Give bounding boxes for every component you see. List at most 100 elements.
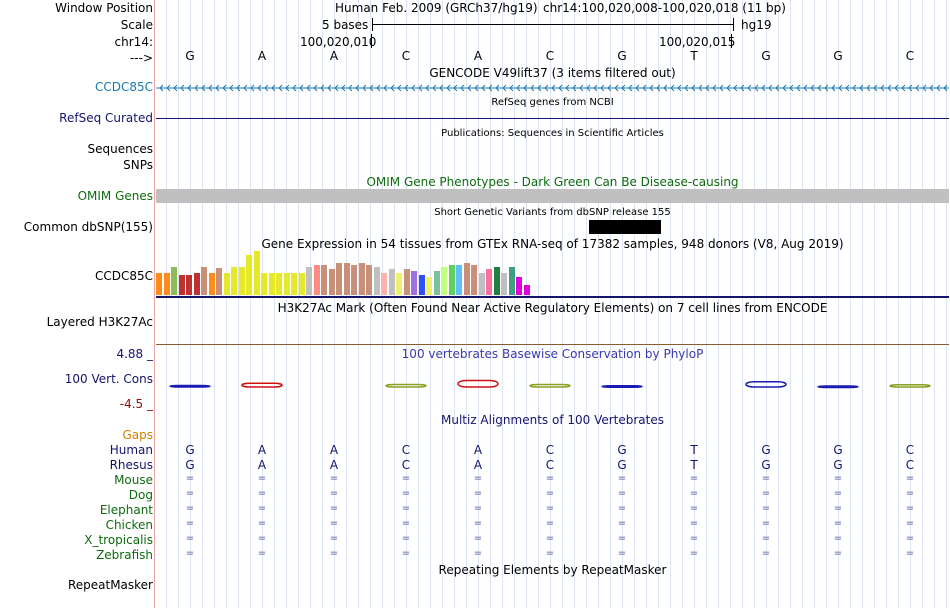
dbsnp-variant[interactable] [589, 220, 661, 234]
gtex-track-title[interactable]: Gene Expression in 54 tissues from GTEx … [261, 237, 844, 251]
gtex-tissue-bar[interactable] [208, 273, 215, 295]
gtex-tissue-bar[interactable] [351, 265, 357, 295]
track-label-h3k27ac[interactable]: Layered H3K27Ac [46, 315, 153, 329]
phylop-plot[interactable] [156, 360, 949, 410]
species-label-human[interactable]: Human [109, 443, 153, 457]
track-label-common-dbsnp[interactable]: Common dbSNP(155) [23, 220, 153, 234]
gtex-tissue-bar[interactable] [433, 271, 440, 295]
gtex-tissue-bar[interactable] [321, 265, 327, 295]
gtex-tissue-bar[interactable] [306, 267, 312, 295]
gtex-tissue-bar[interactable] [268, 273, 275, 295]
gtex-tissue-bar[interactable] [486, 269, 492, 295]
gtex-tissue-bar[interactable] [223, 273, 230, 295]
gtex-bar-chart[interactable] [156, 251, 536, 295]
gtex-tissue-bar[interactable] [373, 267, 380, 295]
phylop-track-title[interactable]: 100 vertebrates Basewise Conservation by… [401, 347, 704, 361]
gtex-tissue-bar[interactable] [171, 267, 177, 295]
species-label-chicken[interactable]: Chicken [105, 518, 153, 532]
track-label-snps[interactable]: SNPs [123, 158, 153, 172]
grid-line [178, 0, 179, 608]
publications-track-title[interactable]: Publications: Sequences in Scientific Ar… [441, 128, 664, 139]
gtex-tissue-bar[interactable] [366, 265, 372, 295]
gtex-tissue-bar[interactable] [216, 268, 222, 295]
label-strand-arrow[interactable]: ---> [129, 51, 153, 65]
gtex-tissue-bar[interactable] [276, 273, 282, 295]
refseq-track-title[interactable]: RefSeq genes from NCBI [491, 97, 614, 108]
strand-chevron [411, 84, 416, 92]
omim-gene-bar[interactable] [156, 189, 949, 203]
gtex-tissue-bar[interactable] [403, 269, 410, 295]
gencode-gene-model[interactable] [156, 82, 949, 92]
gtex-tissue-bar[interactable] [328, 269, 335, 295]
strand-chevron [523, 84, 528, 92]
omim-track-title[interactable]: OMIM Gene Phenotypes - Dark Green Can Be… [366, 175, 739, 189]
gtex-tissue-bar[interactable] [291, 273, 297, 295]
gtex-tissue-bar[interactable] [381, 273, 387, 295]
gtex-gene-line[interactable] [156, 296, 949, 298]
gtex-tissue-bar[interactable] [261, 273, 267, 295]
gtex-tissue-bar[interactable] [448, 265, 455, 295]
gtex-tissue-bar[interactable] [178, 275, 185, 295]
track-label-gtex-gene[interactable]: CCDC85C [94, 269, 153, 283]
alignment-base: C [401, 443, 411, 457]
gtex-tissue-bar[interactable] [418, 275, 425, 295]
gtex-tissue-bar[interactable] [283, 273, 290, 295]
gtex-tissue-bar[interactable] [336, 263, 342, 295]
h3k27ac-track-title[interactable]: H3K27Ac Mark (Often Found Near Active Re… [277, 301, 828, 315]
gtex-tissue-bar[interactable] [508, 267, 515, 295]
species-label-x-tropicalis[interactable]: X_tropicalis [84, 533, 153, 547]
gtex-tissue-bar[interactable] [193, 273, 200, 295]
gtex-tissue-bar[interactable] [156, 273, 162, 295]
species-label-rhesus[interactable]: Rhesus [109, 458, 153, 472]
label-chr: chr14: [114, 35, 153, 49]
track-label-repeatmasker[interactable]: RepeatMasker [67, 578, 153, 592]
gtex-tissue-bar[interactable] [523, 285, 530, 295]
gtex-tissue-bar[interactable] [163, 273, 170, 295]
track-label-omim[interactable]: OMIM Genes [77, 189, 153, 203]
gtex-tissue-bar[interactable] [516, 277, 522, 295]
base-letter: A [473, 49, 483, 63]
gtex-tissue-bar[interactable] [313, 265, 320, 295]
track-label-refseq[interactable]: RefSeq Curated [59, 111, 153, 125]
gtex-tissue-bar[interactable] [388, 269, 395, 295]
gtex-tissue-bar[interactable] [426, 277, 432, 295]
gtex-tissue-bar[interactable] [343, 263, 350, 295]
grid-line [370, 0, 371, 608]
species-label-elephant[interactable]: Elephant [99, 503, 153, 517]
gencode-track-title[interactable]: GENCODE V49lift37 (3 items filtered out) [429, 66, 676, 80]
dbsnp-track-title[interactable]: Short Genetic Variants from dbSNP releas… [434, 207, 671, 218]
track-label-gaps[interactable]: Gaps [122, 428, 153, 442]
gtex-tissue-bar[interactable] [463, 263, 470, 295]
track-label-sequences[interactable]: Sequences [87, 142, 153, 156]
species-label-zebrafish[interactable]: Zebrafish [96, 548, 153, 562]
strand-chevron [173, 84, 178, 92]
multiz-track-title[interactable]: Multiz Alignments of 100 Vertebrates [440, 413, 665, 427]
gtex-tissue-bar[interactable] [396, 273, 402, 295]
gtex-tissue-bar[interactable] [493, 267, 500, 295]
track-label-100-vert-cons[interactable]: 100 Vert. Cons [64, 372, 153, 386]
species-label-dog[interactable]: Dog [128, 488, 153, 502]
gtex-tissue-bar[interactable] [411, 271, 417, 295]
strand-chevron [439, 84, 444, 92]
gtex-tissue-bar[interactable] [478, 273, 485, 295]
gtex-tissue-bar[interactable] [456, 265, 462, 295]
rmsk-track-title[interactable]: Repeating Elements by RepeatMasker [438, 563, 667, 577]
gtex-tissue-bar[interactable] [201, 267, 207, 295]
alignment-base: A [473, 458, 483, 472]
gtex-tissue-bar[interactable] [298, 273, 305, 295]
gtex-tissue-bar[interactable] [253, 251, 260, 295]
gtex-tissue-bar[interactable] [186, 275, 192, 295]
alignment-match: = [689, 473, 699, 484]
track-label-gencode-gene[interactable]: CCDC85C [94, 80, 153, 94]
gtex-tissue-bar[interactable] [231, 267, 237, 295]
gtex-tissue-bar[interactable] [471, 265, 477, 295]
refseq-gene-model[interactable] [156, 118, 949, 119]
strand-chevron [628, 84, 633, 92]
gtex-tissue-bar[interactable] [246, 255, 252, 295]
gtex-tissue-bar[interactable] [501, 273, 507, 295]
strand-chevron [166, 84, 171, 92]
species-label-mouse[interactable]: Mouse [114, 473, 153, 487]
gtex-tissue-bar[interactable] [358, 263, 365, 295]
gtex-tissue-bar[interactable] [238, 267, 245, 295]
gtex-tissue-bar[interactable] [441, 267, 447, 295]
